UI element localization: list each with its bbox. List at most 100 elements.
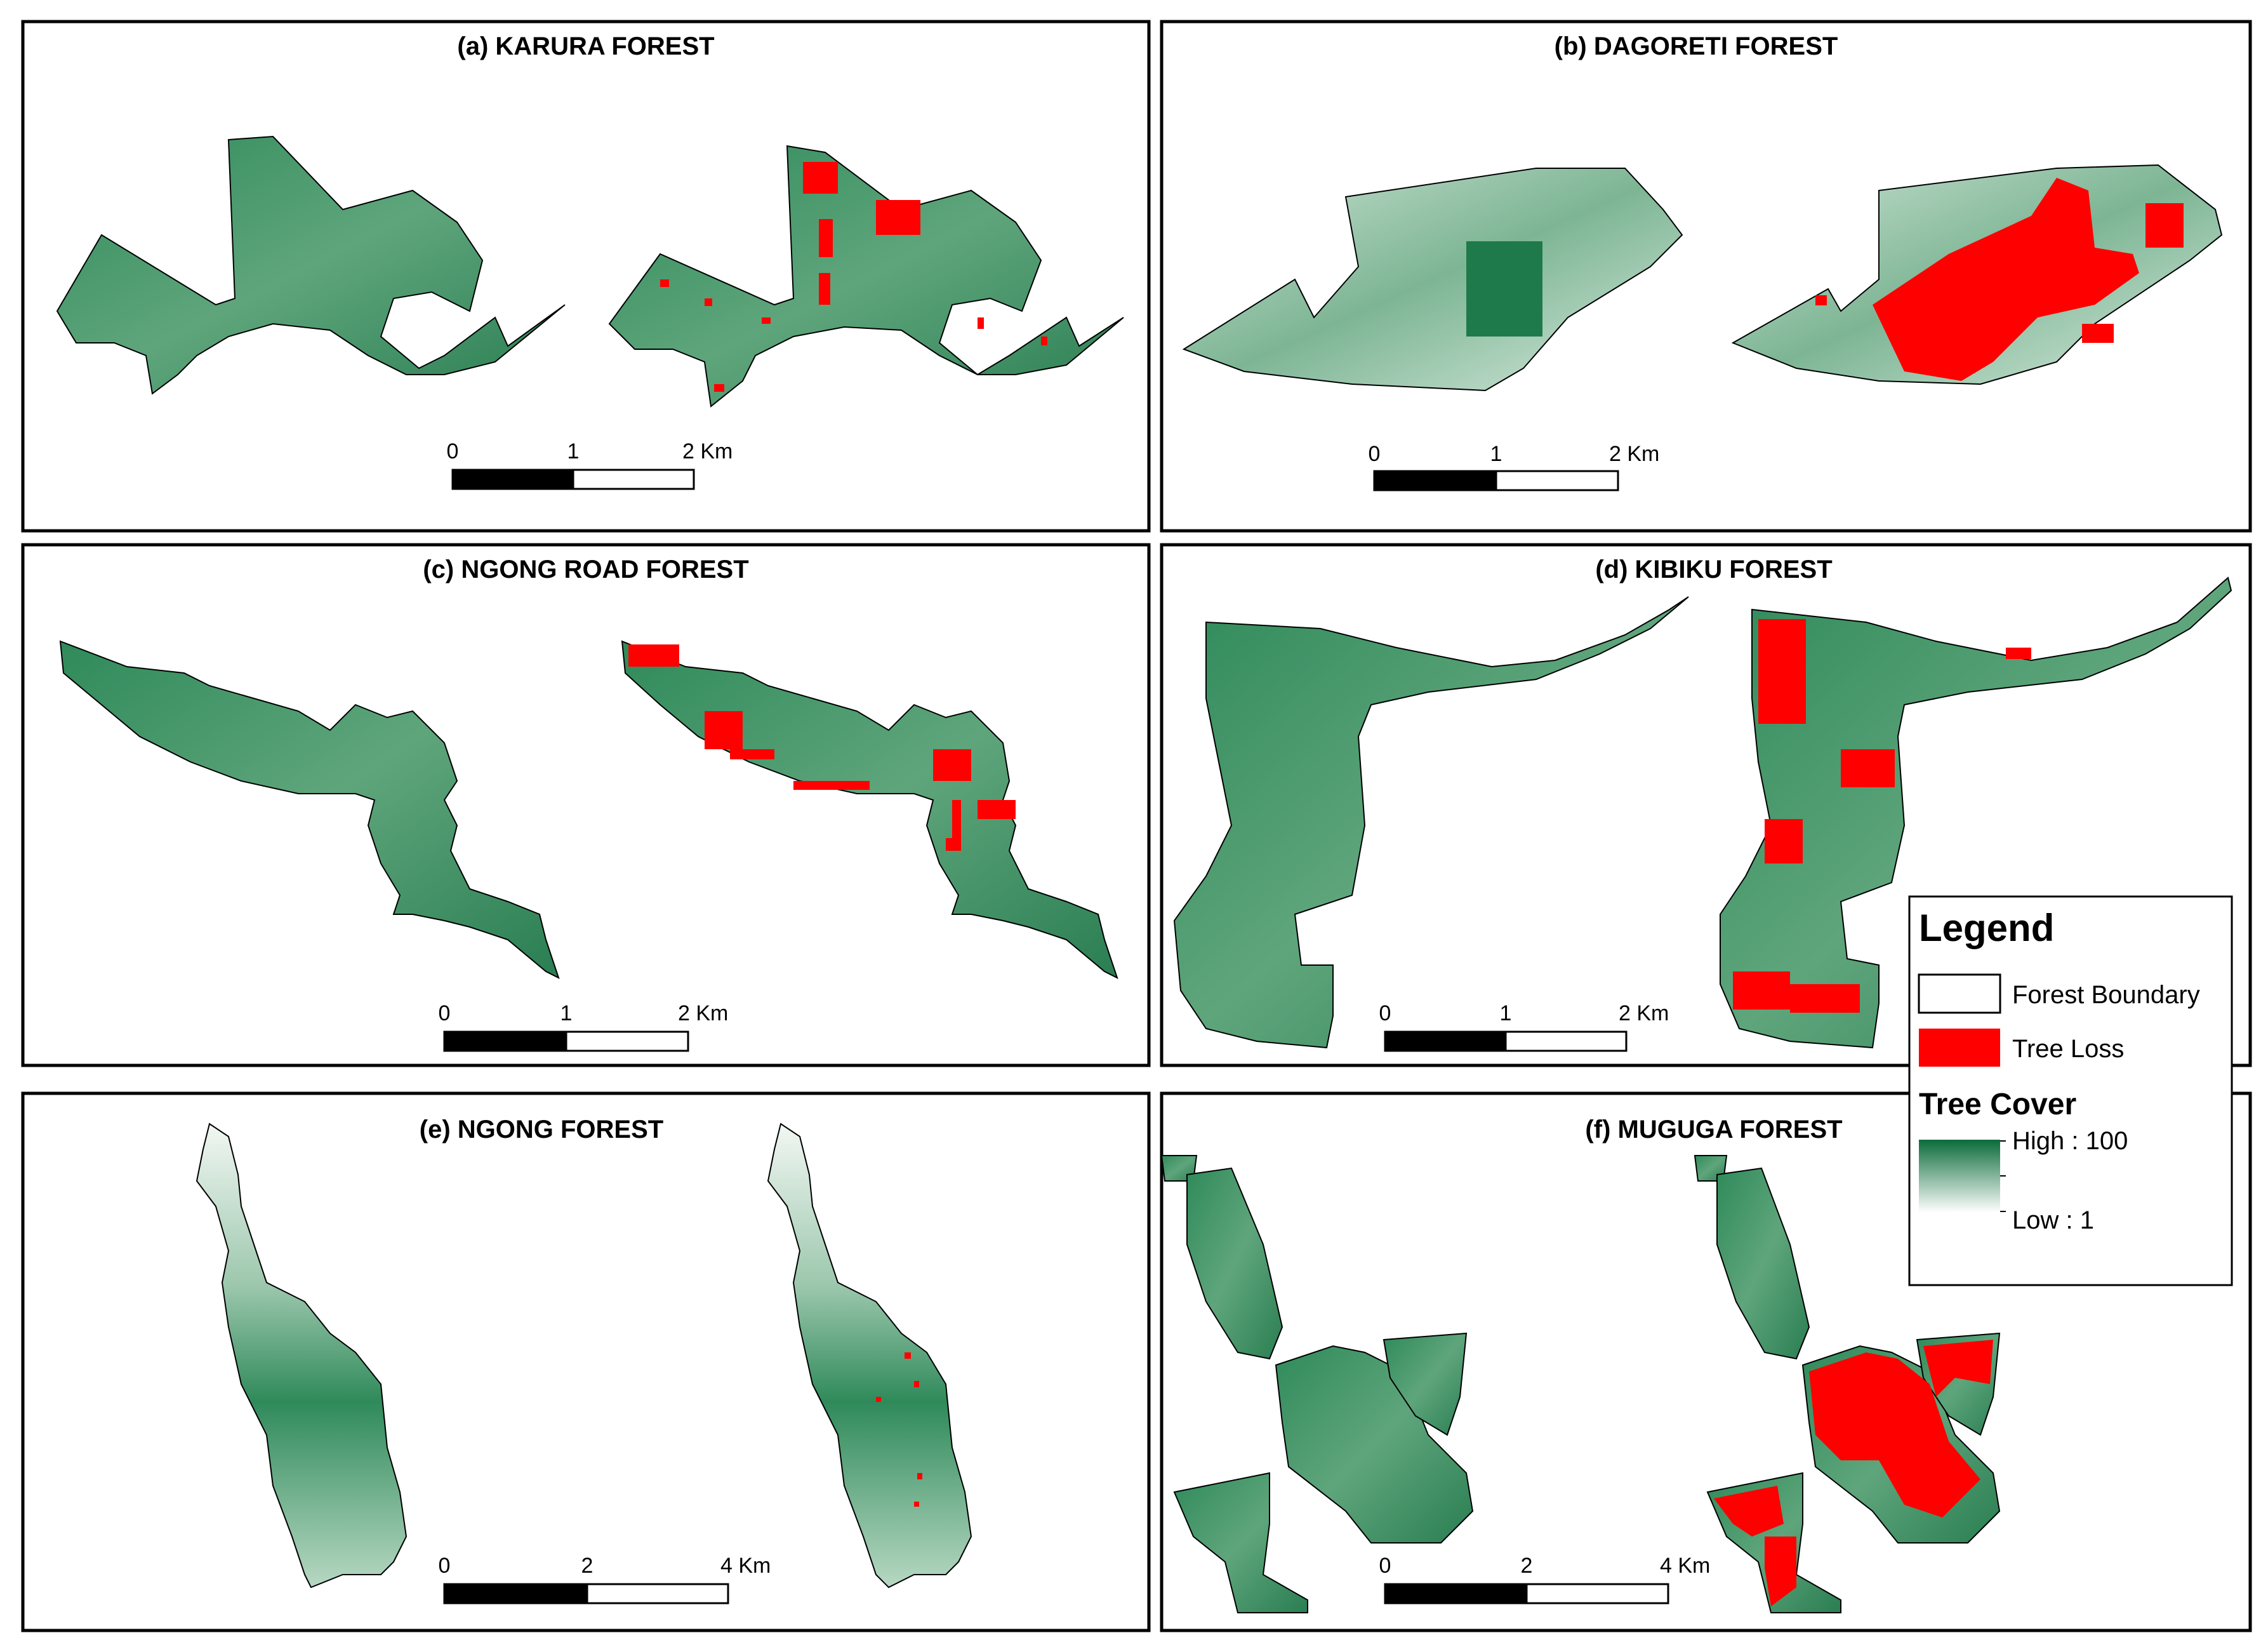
dense-cover-patch bbox=[1466, 241, 1542, 337]
tree-loss-patches bbox=[628, 644, 1016, 851]
legend-swatch-tree-loss bbox=[1919, 1029, 2000, 1067]
scale-tick-label: 4 Km bbox=[720, 1554, 771, 1578]
scale-tick-label: 0 bbox=[1379, 1001, 1391, 1025]
loss-patch bbox=[1809, 1352, 1980, 1517]
scale-tick-label: 1 bbox=[1500, 1001, 1512, 1025]
forest-block bbox=[1275, 1345, 1474, 1544]
scale-bar-segment bbox=[565, 1030, 689, 1052]
forest-tree-cover bbox=[621, 640, 1118, 979]
legend-tree-cover-title: Tree Cover bbox=[1919, 1088, 2076, 1121]
forest-block bbox=[1173, 1472, 1308, 1613]
panel-title: (e) NGONG FOREST bbox=[420, 1116, 663, 1144]
scale-bar-segment bbox=[586, 1583, 729, 1604]
tree-loss-patches bbox=[1714, 1340, 1993, 1606]
scale-bar-segment bbox=[1495, 470, 1619, 491]
panel-b: (b) DAGORETI FOREST 0 1 2 Km bbox=[1160, 20, 2252, 533]
scale-bar-segment bbox=[1384, 1583, 1528, 1604]
scale-tick-label: 1 bbox=[1490, 442, 1502, 466]
loss-patch bbox=[714, 384, 724, 392]
loss-patch bbox=[905, 1352, 911, 1359]
panel-title: (f) MUGUGA FOREST bbox=[1585, 1116, 1842, 1144]
loss-patch bbox=[1765, 819, 1803, 864]
loss-patch bbox=[2006, 648, 2031, 659]
scale-bar: 0 1 2 Km bbox=[1369, 442, 1659, 491]
legend-box bbox=[1908, 895, 2233, 1286]
loss-patch bbox=[914, 1502, 919, 1507]
panel-title: (c) NGONG ROAD FOREST bbox=[423, 556, 748, 583]
scale-tick-label: 2 bbox=[581, 1554, 594, 1578]
loss-patch bbox=[933, 749, 971, 781]
loss-patch bbox=[1733, 971, 1790, 1010]
panel-title: (d) KIBIKU FOREST bbox=[1595, 556, 1832, 583]
legend-tree-cover-low: Low : 1 bbox=[2012, 1206, 2094, 1234]
legend-tree-cover-ramp bbox=[1919, 1140, 2000, 1213]
loss-patch bbox=[1841, 749, 1895, 787]
scale-bar: 0 2 4 Km bbox=[1379, 1554, 1710, 1604]
loss-patch bbox=[762, 317, 771, 324]
forest-block bbox=[1186, 1167, 1283, 1360]
loss-patch bbox=[1714, 1486, 1784, 1537]
panel-title: (a) KARURA FOREST bbox=[457, 32, 714, 60]
scale-bar: 0 1 2 Km bbox=[1379, 1001, 1669, 1052]
loss-patch bbox=[917, 1473, 922, 1479]
tree-loss-patches bbox=[876, 1352, 922, 1507]
legend-tree-cover-high: High : 100 bbox=[2012, 1127, 2128, 1155]
scale-tick-label: 2 Km bbox=[1609, 442, 1659, 466]
panel-title: (b) DAGORETI FOREST bbox=[1555, 32, 1838, 60]
loss-patch bbox=[978, 800, 1016, 819]
forest-tree-cover bbox=[1173, 596, 1689, 1049]
scale-bar-segment bbox=[1373, 470, 1497, 491]
forest-tree-cover bbox=[1182, 168, 1683, 392]
loss-patch bbox=[876, 200, 920, 235]
loss-patch bbox=[819, 219, 833, 257]
forest-block bbox=[1716, 1167, 1810, 1360]
loss-patch bbox=[730, 749, 774, 759]
scale-bar-segment bbox=[1525, 1583, 1669, 1604]
scale-tick-label: 0 bbox=[439, 1554, 451, 1578]
scale-tick-label: 0 bbox=[447, 439, 459, 463]
loss-patch bbox=[1815, 295, 1827, 305]
scale-bar: 0 1 2 Km bbox=[447, 439, 733, 490]
legend-swatch-forest-boundary bbox=[1918, 973, 2001, 1014]
loss-patch bbox=[1758, 619, 1806, 724]
loss-patch bbox=[2145, 203, 2184, 248]
scale-bar-segment bbox=[451, 469, 574, 490]
scale-bar-segment bbox=[443, 1030, 567, 1052]
forest-tree-cover bbox=[767, 1123, 972, 1589]
loss-patch bbox=[660, 279, 669, 287]
loss-patch bbox=[819, 273, 830, 305]
scale-tick-label: 2 Km bbox=[678, 1001, 728, 1025]
loss-patch bbox=[978, 317, 984, 329]
loss-patch bbox=[628, 644, 679, 667]
map-legend: Legend Forest Boundary Tree Loss Tree Co… bbox=[1908, 895, 2233, 1286]
forest-tree-cover bbox=[608, 145, 1124, 408]
forest-tree-cover bbox=[196, 1123, 408, 1589]
scale-tick-label: 2 Km bbox=[1619, 1001, 1669, 1025]
panel-c: (c) NGONG ROAD FOREST 0 1 2 Km bbox=[21, 543, 1151, 1067]
scale-tick-label: 0 bbox=[1379, 1554, 1391, 1578]
forest-tree-cover bbox=[1160, 1155, 1474, 1613]
panel-a: (a) KARURA FOREST 0 1 2 Km bbox=[21, 20, 1151, 533]
scale-tick-label: 1 bbox=[560, 1001, 573, 1025]
scale-tick-label: 1 bbox=[567, 439, 580, 463]
tree-loss-patches bbox=[1733, 619, 2031, 1013]
tree-loss-patches bbox=[660, 162, 1047, 392]
scale-bar-segment bbox=[1504, 1030, 1628, 1052]
loss-patch bbox=[803, 162, 838, 194]
scale-tick-label: 2 Km bbox=[682, 439, 733, 463]
loss-patch bbox=[1923, 1340, 1993, 1397]
loss-patch bbox=[2082, 324, 2114, 343]
scale-tick-label: 2 bbox=[1521, 1554, 1533, 1578]
scale-bar-segment bbox=[443, 1583, 588, 1604]
loss-patch bbox=[1790, 984, 1860, 1013]
loss-patch bbox=[876, 1397, 881, 1402]
loss-patch bbox=[1041, 337, 1047, 345]
panel-e: (e) NGONG FOREST 0 2 4 Km bbox=[21, 1091, 1151, 1632]
legend-label-forest-boundary: Forest Boundary bbox=[2012, 981, 2200, 1009]
scale-tick-label: 4 Km bbox=[1660, 1554, 1710, 1578]
loss-patch bbox=[1765, 1537, 1796, 1606]
loss-patch bbox=[705, 298, 712, 306]
scale-bar: 0 1 2 Km bbox=[439, 1001, 728, 1052]
scale-tick-label: 0 bbox=[1369, 442, 1381, 466]
